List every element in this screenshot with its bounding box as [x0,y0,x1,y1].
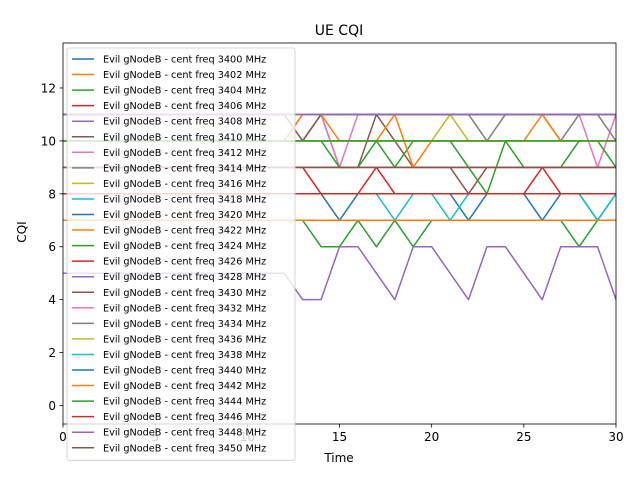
x-tick-label: 25 [516,430,531,444]
y-tick-label: 12 [41,81,56,95]
x-tick-label: 30 [608,430,623,444]
legend-label: Evil gNodeB - cent freq 3428 MHz [103,272,266,283]
y-tick-label: 8 [48,187,56,201]
legend-label: Evil gNodeB - cent freq 3434 MHz [103,319,266,330]
x-tick-label: 20 [424,430,439,444]
legend-label: Evil gNodeB - cent freq 3408 MHz [103,117,266,128]
legend-label: Evil gNodeB - cent freq 3412 MHz [103,148,266,159]
legend-label: Evil gNodeB - cent freq 3432 MHz [103,303,266,314]
y-tick-label: 2 [48,346,56,360]
legend-label: Evil gNodeB - cent freq 3406 MHz [103,101,266,112]
legend-box [66,47,296,461]
legend: Evil gNodeB - cent freq 3400 MHz Evil gNo… [66,47,296,461]
y-axis: 0 2 4 6 8 10 12 [41,81,63,413]
legend-label: Evil gNodeB - cent freq 3442 MHz [103,381,266,392]
y-tick-label: 0 [48,399,56,413]
legend-label: Evil gNodeB - cent freq 3430 MHz [103,288,266,299]
legend-label: Evil gNodeB - cent freq 3424 MHz [103,241,266,252]
legend-label: Evil gNodeB - cent freq 3400 MHz [103,55,266,66]
legend-label: Evil gNodeB - cent freq 3450 MHz [103,443,266,454]
y-tick-label: 10 [41,134,56,148]
legend-label: Evil gNodeB - cent freq 3448 MHz [103,428,266,439]
legend-label: Evil gNodeB - cent freq 3402 MHz [103,70,266,81]
legend-label: Evil gNodeB - cent freq 3444 MHz [103,397,266,408]
chart-title: UE CQI [315,23,363,39]
legend-label: Evil gNodeB - cent freq 3404 MHz [103,86,266,97]
legend-label: Evil gNodeB - cent freq 3426 MHz [103,257,266,268]
legend-label: Evil gNodeB - cent freq 3414 MHz [103,163,266,174]
y-axis-label: CQI [15,221,29,242]
legend-label: Evil gNodeB - cent freq 3446 MHz [103,412,266,423]
y-tick-label: 6 [48,240,56,254]
legend-label: Evil gNodeB - cent freq 3420 MHz [103,210,266,221]
legend-label: Evil gNodeB - cent freq 3418 MHz [103,194,266,205]
x-tick-label: 15 [332,430,347,444]
legend-label: Evil gNodeB - cent freq 3416 MHz [103,179,266,190]
legend-label: Evil gNodeB - cent freq 3436 MHz [103,334,266,345]
legend-label: Evil gNodeB - cent freq 3440 MHz [103,366,266,377]
legend-label: Evil gNodeB - cent freq 3438 MHz [103,350,266,361]
legend-label: Evil gNodeB - cent freq 3410 MHz [103,132,266,143]
x-axis-label: Time [323,451,353,465]
legend-label: Evil gNodeB - cent freq 3422 MHz [103,226,266,237]
y-tick-label: 4 [48,293,56,307]
x-tick-label: 0 [59,430,67,444]
